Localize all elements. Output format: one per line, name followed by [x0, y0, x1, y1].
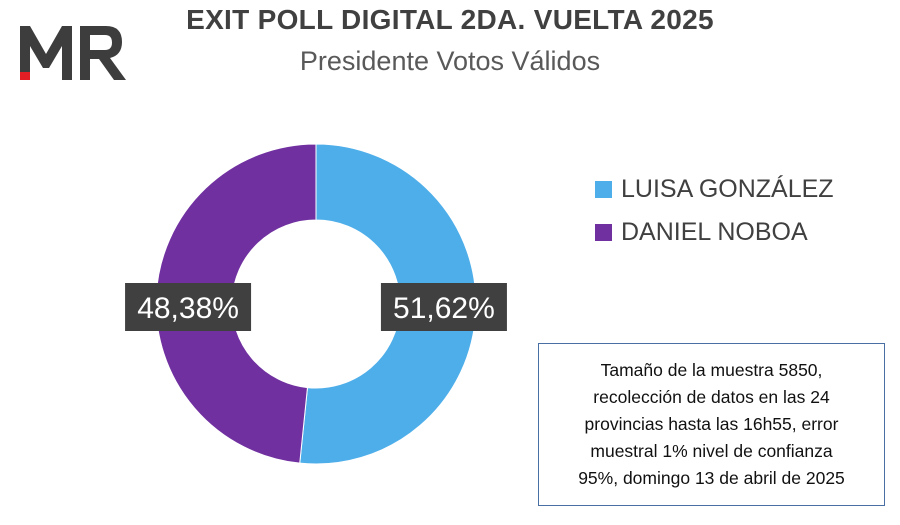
- slice-daniel-noboa: [155, 143, 317, 464]
- legend-swatch-luisa-gonzalez: [595, 181, 612, 198]
- data-label-text-luisa-gonzalez: 51,62%: [393, 292, 495, 325]
- legend-item-luisa-gonzalez: LUISA GONZÁLEZ: [595, 168, 834, 211]
- methodology-note: Tamaño de la muestra 5850, recolección d…: [538, 343, 885, 506]
- legend-label-daniel-noboa: DANIEL NOBOA: [621, 218, 808, 246]
- mr-logo: [20, 26, 126, 80]
- data-label-daniel-noboa: 48,38%: [125, 283, 252, 331]
- data-label-luisa-gonzalez: 51,62%: [380, 283, 507, 331]
- data-label-text-daniel-noboa: 48,38%: [137, 292, 239, 325]
- methodology-note-text: Tamaño de la muestra 5850, recolección d…: [578, 360, 845, 488]
- legend-label-luisa-gonzalez: LUISA GONZÁLEZ: [621, 175, 834, 203]
- legend-item-daniel-noboa: DANIEL NOBOA: [595, 211, 834, 254]
- chart-legend: LUISA GONZÁLEZ DANIEL NOBOA: [595, 168, 834, 254]
- legend-swatch-daniel-noboa: [595, 224, 612, 241]
- slice-luisa-gonzalez: [299, 143, 477, 465]
- chart-title: EXIT POLL DIGITAL 2DA. VUELTA 2025: [186, 4, 714, 35]
- chart-subtitle: Presidente Votos Válidos: [299, 46, 601, 76]
